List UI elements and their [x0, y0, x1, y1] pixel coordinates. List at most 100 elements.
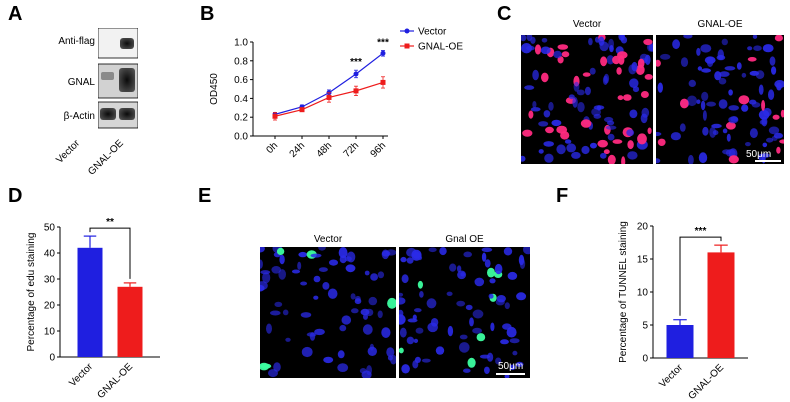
significance-mark: **: [106, 217, 114, 228]
nucleus: [736, 62, 742, 70]
nucleus: [291, 269, 301, 274]
bar-vector: [666, 325, 694, 358]
nucleus: [421, 358, 431, 363]
nucleus: [360, 308, 370, 316]
nucleus: [719, 71, 730, 77]
nucleus: [718, 99, 728, 109]
nucleus: [524, 85, 535, 90]
nucleus: [351, 308, 359, 314]
nucleus: [428, 247, 437, 253]
nucleus: [576, 89, 585, 96]
edu-positive-nucleus: [772, 114, 780, 120]
edu-positive-nucleus: [545, 126, 554, 134]
blot-band-gnal-oe: [119, 68, 135, 92]
nucleus: [752, 35, 758, 39]
edu-positive-nucleus: [738, 95, 750, 105]
nucleus: [771, 66, 777, 75]
edu-positive-nucleus: [617, 51, 628, 59]
nucleus: [507, 271, 518, 280]
edu-positive-nucleus: [643, 38, 653, 46]
edu-scalebar: [755, 160, 781, 162]
significance-mark: ***: [377, 37, 389, 48]
nucleus: [460, 272, 465, 277]
y-tick-label: 20: [44, 301, 56, 312]
edu-positive-nucleus: [607, 154, 616, 164]
nucleus: [329, 259, 338, 266]
blot-band-actin-oe: [119, 108, 135, 120]
nucleus: [656, 158, 661, 164]
nucleus: [310, 253, 322, 258]
nucleus: [399, 327, 407, 338]
nucleus: [769, 56, 776, 66]
nucleus: [722, 128, 728, 134]
western-blot: [98, 28, 138, 129]
nucleus: [503, 247, 513, 256]
nucleus: [463, 368, 471, 373]
nucleus: [556, 144, 566, 155]
significance-bracket: [89, 227, 131, 279]
nucleus: [297, 261, 302, 270]
nucleus: [400, 256, 407, 263]
nucleus: [553, 50, 562, 59]
tunel-positive-nucleus: [260, 362, 270, 371]
nucleus: [369, 343, 374, 351]
nucleus: [548, 101, 554, 111]
edu-image-vector: [521, 35, 653, 164]
nucleus: [500, 339, 509, 345]
y-axis-label: Percentage of edu staining: [26, 233, 37, 352]
nucleus: [672, 39, 680, 50]
nucleus: [726, 133, 731, 142]
tunel-scalebar-label: 50μm: [498, 361, 524, 372]
edu-positive-nucleus: [528, 110, 534, 119]
nucleus: [526, 35, 533, 42]
nucleus: [474, 277, 485, 287]
nucleus: [605, 125, 617, 130]
y-tick-label: 0.2: [234, 113, 248, 124]
nucleus: [541, 38, 548, 43]
nucleus: [506, 326, 517, 338]
y-tick-label: 50: [44, 223, 56, 234]
y-tick-label: 0.0: [234, 132, 248, 143]
nucleus: [260, 247, 265, 253]
nucleus: [627, 151, 638, 160]
panel-e-letter: E: [198, 185, 212, 207]
significance-bracket: [679, 236, 722, 316]
nucleus: [701, 68, 712, 73]
edu-positive-nucleus: [561, 51, 570, 58]
blot-labels: Anti-flag GNAL β-Actin: [20, 30, 95, 130]
edu-positive-nucleus: [761, 100, 766, 111]
nucleus: [670, 132, 681, 141]
edu-positive-nucleus: [600, 56, 608, 67]
nucleus: [407, 318, 418, 323]
nucleus: [741, 104, 749, 112]
nucleus: [419, 291, 424, 298]
y-tick-label: 0.4: [234, 94, 248, 105]
nucleus: [714, 71, 722, 81]
significance-mark: ***: [350, 57, 362, 68]
y-tick-label: 20: [637, 222, 649, 233]
nucleus: [489, 278, 496, 284]
x-tick-label: Vector: [67, 361, 95, 389]
y-tick-label: 0.6: [234, 75, 248, 86]
nucleus: [385, 249, 396, 256]
nucleus: [339, 324, 347, 332]
edu-title-vector: Vector: [572, 19, 602, 30]
nucleus: [323, 356, 334, 364]
edu-positive-nucleus: [637, 133, 647, 145]
growth-line-chart: 0.0 0.2 0.4 0.6 0.8 1.0 0h 24h 48h 72h 96h OD450 ***…: [209, 27, 463, 160]
y-tick-label: 10: [44, 327, 56, 338]
nucleus: [759, 119, 767, 125]
x-tick-label: GNAL-OE: [96, 361, 136, 400]
nucleus: [427, 322, 438, 333]
panel-c-letter: C: [497, 3, 512, 25]
nucleus: [512, 350, 518, 356]
nucleus: [401, 274, 409, 284]
nucleus: [456, 300, 466, 307]
nucleus: [758, 84, 764, 95]
nucleus: [768, 89, 775, 100]
nucleus: [577, 102, 585, 113]
nucleus: [318, 267, 328, 272]
nucleus: [688, 79, 696, 87]
nucleus: [279, 254, 285, 265]
nucleus: [262, 272, 271, 284]
